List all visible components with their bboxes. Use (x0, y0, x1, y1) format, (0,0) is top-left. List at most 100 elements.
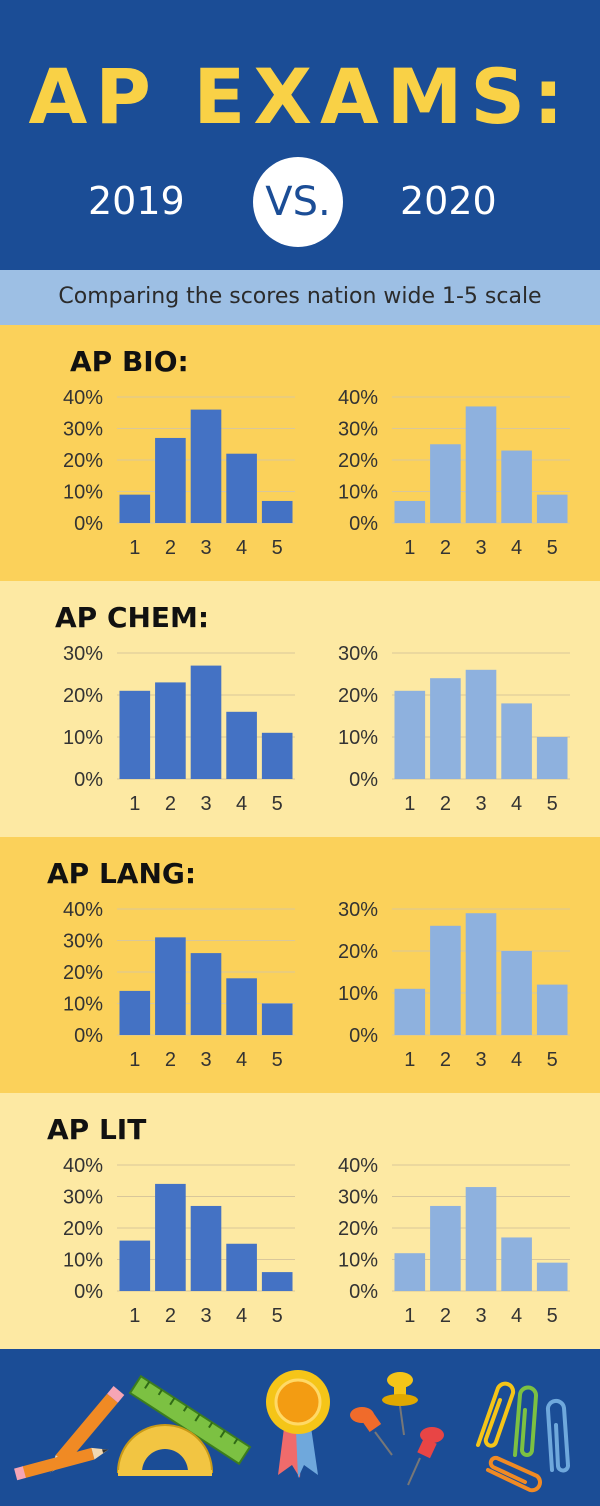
chart-ap-lit-2020: 0% 10% 20% 30% 40% 1 2 3 4 5 (325, 1145, 600, 1335)
y-tick-label: 10% (63, 482, 103, 504)
bar (226, 711, 257, 779)
bar (155, 437, 186, 523)
x-tick-label: 3 (200, 537, 211, 559)
section-ap-bio: AP BIO: 0% 10% 20% 30% 40% 1 2 3 4 5 0% 10% 20% 30% 4… (0, 325, 600, 581)
x-tick-label: 4 (236, 1305, 247, 1327)
y-tick-label: 10% (338, 482, 378, 504)
y-tick-label: 20% (63, 685, 103, 707)
x-tick-label: 5 (272, 1305, 283, 1327)
x-tick-label: 3 (200, 1305, 211, 1327)
bar (119, 494, 151, 523)
year-2020-label: 2020 (400, 179, 497, 223)
y-tick-label: 20% (338, 941, 378, 963)
x-tick-label: 1 (404, 537, 415, 559)
x-tick-label: 1 (129, 537, 140, 559)
subtitle: Comparing the scores nation wide 1-5 sca… (58, 284, 542, 309)
y-tick-label: 0% (74, 769, 103, 791)
bar (465, 406, 497, 523)
protractor-icon (116, 1424, 214, 1476)
chart-ap-chem-2020: 0% 10% 20% 30% 1 2 3 4 5 (325, 633, 600, 823)
y-tick-label: 40% (63, 387, 103, 409)
bar (430, 678, 461, 779)
bar (155, 682, 186, 779)
x-tick-label: 3 (200, 793, 211, 815)
bar (430, 1205, 461, 1291)
x-tick-label: 5 (547, 1305, 558, 1327)
bar (261, 500, 293, 523)
year-2019-label: 2019 (88, 179, 185, 223)
y-tick-label: 0% (349, 769, 378, 791)
chart-ap-bio-2019: 0% 10% 20% 30% 40% 1 2 3 4 5 (50, 377, 330, 567)
y-tick-label: 30% (63, 1187, 103, 1209)
y-tick-label: 30% (338, 643, 378, 665)
bar (465, 669, 497, 779)
bar (536, 737, 568, 779)
section-title: AP LANG: (47, 857, 197, 890)
bar (536, 984, 568, 1035)
x-tick-label: 5 (547, 793, 558, 815)
x-tick-label: 5 (547, 537, 558, 559)
x-tick-label: 4 (236, 537, 247, 559)
bar (501, 450, 532, 523)
y-tick-label: 40% (63, 899, 103, 921)
y-tick-label: 20% (338, 1218, 378, 1240)
bar (261, 1272, 293, 1291)
chart-ap-chem-2019: 0% 10% 20% 30% 1 2 3 4 5 (50, 633, 330, 823)
y-tick-label: 40% (63, 1155, 103, 1177)
x-tick-label: 3 (475, 1049, 486, 1071)
bar (261, 1003, 293, 1035)
y-tick-label: 10% (338, 1250, 378, 1272)
y-tick-label: 20% (338, 685, 378, 707)
x-tick-label: 5 (272, 537, 283, 559)
bar (155, 937, 186, 1035)
y-tick-label: 0% (349, 1025, 378, 1047)
bar (465, 1187, 497, 1291)
y-tick-label: 0% (74, 513, 103, 535)
bar (119, 990, 151, 1035)
y-tick-label: 30% (338, 1187, 378, 1209)
y-tick-label: 0% (349, 1281, 378, 1303)
section-title: AP LIT (47, 1113, 147, 1146)
x-tick-label: 2 (440, 1049, 451, 1071)
x-tick-label: 3 (200, 1049, 211, 1071)
bar (226, 978, 257, 1035)
section-ap-lang: AP LANG: 0% 10% 20% 30% 40% 1 2 3 4 5 0% 10% 20% 30%… (0, 837, 600, 1093)
x-tick-label: 4 (511, 793, 522, 815)
y-tick-label: 0% (74, 1281, 103, 1303)
bar (536, 494, 568, 523)
page-title: AP EXAMS: (28, 52, 572, 141)
chart-ap-lang-2020: 0% 10% 20% 30% 1 2 3 4 5 (325, 889, 600, 1079)
chart-ap-bio-2020: 0% 10% 20% 30% 40% 1 2 3 4 5 (325, 377, 600, 567)
footer-illustration (0, 1350, 600, 1501)
y-tick-label: 0% (74, 1025, 103, 1047)
bar (394, 500, 426, 523)
bar-chart-svg: 0% 10% 20% 30% 40% 1 2 3 4 5 (63, 387, 295, 559)
x-tick-label: 2 (165, 1305, 176, 1327)
bar (394, 1253, 426, 1291)
x-tick-label: 2 (440, 1305, 451, 1327)
bar (226, 1243, 257, 1291)
bar-chart-svg: 0% 10% 20% 30% 1 2 3 4 5 (338, 643, 570, 815)
x-tick-label: 2 (165, 537, 176, 559)
award-ribbon-icon (266, 1370, 330, 1478)
push-pin-icon (350, 1372, 444, 1486)
bar (501, 1237, 532, 1291)
x-tick-label: 2 (440, 793, 451, 815)
y-tick-label: 20% (63, 450, 103, 472)
bar (261, 732, 293, 779)
bar (119, 690, 151, 779)
y-tick-label: 20% (63, 962, 103, 984)
x-tick-label: 1 (129, 793, 140, 815)
x-tick-label: 4 (511, 1049, 522, 1071)
bar (226, 453, 257, 523)
y-tick-label: 30% (338, 899, 378, 921)
bar (190, 665, 222, 779)
x-tick-label: 2 (440, 537, 451, 559)
bar-chart-svg: 0% 10% 20% 30% 40% 1 2 3 4 5 (338, 387, 570, 559)
bar-chart-svg: 0% 10% 20% 30% 40% 1 2 3 4 5 (63, 1155, 295, 1327)
y-tick-label: 40% (338, 1155, 378, 1177)
paper-clip-icon (476, 1381, 570, 1493)
x-tick-label: 3 (475, 1305, 486, 1327)
x-tick-label: 1 (404, 1049, 415, 1071)
x-tick-label: 1 (129, 1049, 140, 1071)
